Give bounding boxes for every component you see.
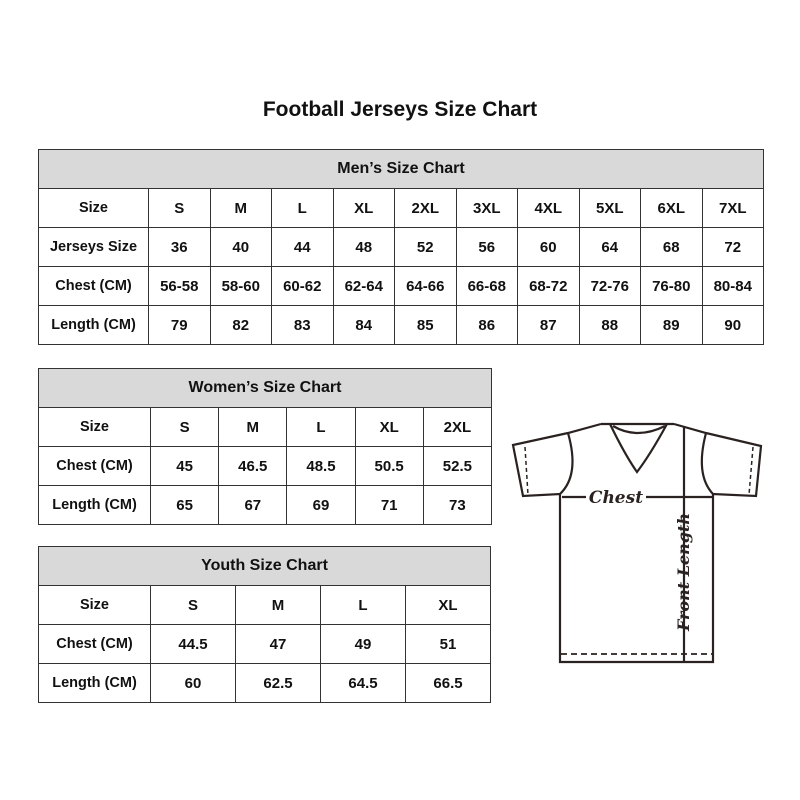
table-cell: 69 — [286, 485, 356, 525]
row-label: Chest (CM) — [38, 624, 151, 664]
table-cell: M — [218, 407, 288, 447]
table-cell: 7XL — [701, 188, 764, 228]
table-cell: 89 — [640, 305, 703, 345]
table-cell: L — [320, 585, 406, 625]
table-cell: 71 — [354, 485, 424, 525]
table-cell: 52 — [394, 227, 457, 267]
table-cell: 86 — [455, 305, 518, 345]
table-cell: 82 — [209, 305, 272, 345]
table-cell: 48.5 — [286, 446, 356, 486]
table-cell: 36 — [148, 227, 211, 267]
table-cell: 72-76 — [578, 266, 641, 306]
table-cell: 83 — [271, 305, 334, 345]
table-cell: XL — [354, 407, 424, 447]
table-cell: 45 — [149, 446, 220, 486]
front-length-label: Front Length — [674, 513, 693, 632]
table-cell: 66-68 — [455, 266, 518, 306]
table-cell: 60-62 — [271, 266, 334, 306]
table-cell: 52.5 — [422, 446, 493, 486]
jersey-diagram: Chest Front Length — [511, 422, 763, 664]
row-label: Size — [38, 188, 149, 228]
table-cell: 56-58 — [148, 266, 211, 306]
table-cell: L — [271, 188, 334, 228]
row-label: Chest (CM) — [38, 266, 149, 306]
table-cell: 65 — [149, 485, 220, 525]
table-cell: 87 — [517, 305, 580, 345]
table-caption: Youth Size Chart — [38, 546, 491, 586]
table-cell: 50.5 — [354, 446, 424, 486]
table-cell: 62-64 — [332, 266, 395, 306]
youth-size-table: Youth Size Chart Size S M L XL Chest (CM) 44.5 4… — [38, 546, 491, 703]
table-cell: 66.5 — [405, 663, 491, 703]
page-title: Football Jerseys Size Chart — [262, 98, 538, 121]
table-row: Size S M L XL 2XL 3XL 4XL 5XL 6XL 7XL — [38, 188, 764, 228]
table-row: Chest (CM) 56-58 58-60 60-62 62-64 64-66 66-68… — [38, 266, 764, 306]
table-cell: 67 — [218, 485, 288, 525]
table-cell: M — [235, 585, 321, 625]
table-cell: 49 — [320, 624, 406, 664]
table-cell: 80-84 — [701, 266, 764, 306]
table-cell: 84 — [332, 305, 395, 345]
table-cell: 2XL — [394, 188, 457, 228]
table-cell: 48 — [332, 227, 395, 267]
table-cell: 4XL — [517, 188, 580, 228]
table-row: Chest (CM) 44.5 47 49 51 — [38, 624, 491, 664]
row-label: Length (CM) — [38, 305, 149, 345]
table-cell: 73 — [422, 485, 493, 525]
table-row: Length (CM) 79 82 83 84 85 86 87 88 89 90 — [38, 305, 764, 345]
table-cell: 68-72 — [517, 266, 580, 306]
table-cell: 46.5 — [218, 446, 288, 486]
table-row: Size S M L XL 2XL — [38, 407, 493, 447]
row-label: Length (CM) — [38, 663, 151, 703]
table-cell: 40 — [209, 227, 272, 267]
table-caption: Women’s Size Chart — [38, 368, 492, 408]
row-label: Length (CM) — [38, 485, 151, 525]
table-cell: 56 — [455, 227, 518, 267]
table-cell: M — [209, 188, 272, 228]
table-cell: 76-80 — [640, 266, 703, 306]
table-cell: 3XL — [455, 188, 518, 228]
row-label: Size — [38, 407, 151, 447]
table-cell: 79 — [148, 305, 211, 345]
table-row: Length (CM) 60 62.5 64.5 66.5 — [38, 663, 491, 703]
table-cell: 72 — [701, 227, 764, 267]
row-label: Chest (CM) — [38, 446, 151, 486]
table-cell: 2XL — [422, 407, 493, 447]
table-cell: S — [149, 407, 220, 447]
table-caption: Men’s Size Chart — [38, 149, 764, 189]
table-cell: L — [286, 407, 356, 447]
table-cell: 60 — [517, 227, 580, 267]
table-cell: 5XL — [578, 188, 641, 228]
table-cell: 58-60 — [209, 266, 272, 306]
table-cell: XL — [405, 585, 491, 625]
table-cell: 68 — [640, 227, 703, 267]
chest-label: Chest — [589, 488, 643, 508]
table-row: Length (CM) 65 67 69 71 73 — [38, 485, 493, 525]
table-cell: 64-66 — [394, 266, 457, 306]
table-cell: 47 — [235, 624, 321, 664]
table-cell: 85 — [394, 305, 457, 345]
mens-size-table: Men’s Size Chart Size S M L XL 2XL 3XL 4XL 5XL 6XL… — [38, 149, 764, 345]
row-label: Jerseys Size — [38, 227, 149, 267]
table-cell: 44 — [271, 227, 334, 267]
table-cell: 44.5 — [150, 624, 236, 664]
table-cell: S — [150, 585, 236, 625]
shirt-outline — [511, 422, 763, 664]
table-row: Jerseys Size 36 40 44 48 52 56 60 64 68 72 — [38, 227, 764, 267]
table-cell: 60 — [150, 663, 236, 703]
row-label: Size — [38, 585, 151, 625]
womens-size-table: Women’s Size Chart Size S M L XL 2XL Chest (CM)… — [38, 368, 493, 525]
table-cell: 51 — [405, 624, 491, 664]
table-cell: 64 — [578, 227, 641, 267]
table-cell: 64.5 — [320, 663, 406, 703]
table-row: Chest (CM) 45 46.5 48.5 50.5 52.5 — [38, 446, 493, 486]
table-cell: S — [148, 188, 211, 228]
table-cell: 62.5 — [235, 663, 321, 703]
table-cell: 88 — [578, 305, 641, 345]
table-cell: 6XL — [640, 188, 703, 228]
table-cell: 90 — [701, 305, 764, 345]
table-row: Size S M L XL — [38, 585, 491, 625]
table-cell: XL — [332, 188, 395, 228]
